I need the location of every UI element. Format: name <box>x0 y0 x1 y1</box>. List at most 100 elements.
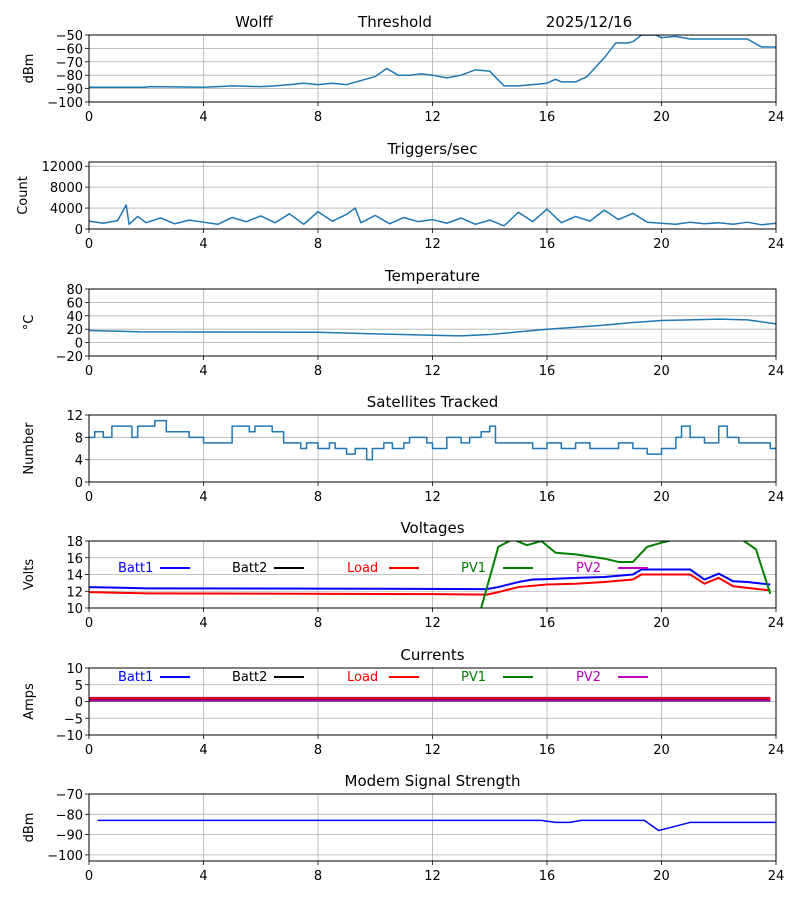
series-line-temperature <box>89 318 776 337</box>
legend-label-pv1: PV1 <box>461 561 486 576</box>
axes-frame <box>88 288 777 357</box>
y-tick-label: −20 <box>56 350 83 365</box>
x-tick-label: 0 <box>85 490 93 505</box>
x-tick-label: 8 <box>314 364 322 379</box>
x-tick-label: 4 <box>199 616 207 631</box>
legend-label-batt1: Batt1 <box>118 670 153 685</box>
y-tick-label: −80 <box>56 69 83 84</box>
x-tick-label: 24 <box>768 869 785 884</box>
panel-6: 0 4 8 12 16 20 24 −100 −90 −80 −70 Modem Signal Str… <box>22 772 784 884</box>
y-tick-label: 80 <box>66 283 83 298</box>
legend-label-pv2: PV2 <box>576 670 601 685</box>
x-tick-label: 0 <box>85 743 93 758</box>
x-tick-label: 16 <box>539 490 556 505</box>
x-tick-label: 4 <box>199 743 207 758</box>
x-tick-label: 4 <box>199 490 207 505</box>
y-tick-label: −90 <box>56 83 83 98</box>
x-tick-label: 12 <box>424 869 441 884</box>
series-line-batt1 <box>89 568 771 591</box>
x-tick-label: 16 <box>539 110 556 125</box>
y-axis-label: Number <box>22 422 37 475</box>
x-tick-label: 8 <box>314 869 322 884</box>
panel-0: 0 4 8 12 16 20 24 −100−90−80−70−60−50 dBm <box>22 29 784 125</box>
legend-label-batt2: Batt2 <box>232 561 267 576</box>
x-tick-label: 20 <box>653 364 670 379</box>
y-tick-label: 16 <box>66 552 83 567</box>
x-tick-label: 0 <box>85 869 93 884</box>
y-axis-label: dBm <box>22 813 37 843</box>
legend-label-pv1: PV1 <box>461 670 486 685</box>
x-tick-label: 12 <box>424 743 441 758</box>
y-tick-label: 10 <box>66 662 83 677</box>
y-tick-label: 12 <box>66 409 83 424</box>
y-tick-label: 0 <box>75 223 83 238</box>
x-tick-label: 16 <box>539 616 556 631</box>
legend-label-pv2: PV2 <box>576 561 601 576</box>
legend-label-load: Load <box>347 670 378 685</box>
y-axis-label: °C <box>22 315 37 331</box>
axes-frame <box>88 793 777 862</box>
y-tick-label: 40 <box>66 310 83 325</box>
y-tick-label: 60 <box>66 296 83 311</box>
x-tick-label: 8 <box>314 616 322 631</box>
x-tick-label: 20 <box>653 869 670 884</box>
y-tick-label: −50 <box>56 29 83 44</box>
header-metric: Threshold <box>357 13 432 31</box>
y-tick-label: 8000 <box>50 181 83 196</box>
x-tick-label: 20 <box>653 616 670 631</box>
x-tick-label: 0 <box>85 110 93 125</box>
legend-label-batt1: Batt1 <box>118 561 153 576</box>
panel-title: Voltages <box>400 519 464 537</box>
axes-frame <box>88 667 777 736</box>
y-tick-label: −5 <box>64 712 83 727</box>
series-line-pv1 <box>480 541 772 608</box>
panel-title: Currents <box>400 646 464 664</box>
header-date: 2025/12/16 <box>546 13 632 31</box>
axes-frame <box>88 414 777 483</box>
y-axis-label: Count <box>16 176 31 215</box>
x-tick-label: 24 <box>768 110 785 125</box>
series-line-load <box>89 573 771 596</box>
axes-frame <box>88 540 777 609</box>
y-tick-label: 4 <box>75 454 83 469</box>
x-tick-label: 20 <box>653 237 670 252</box>
y-tick-label: 0 <box>75 476 83 491</box>
panel-title: Modem Signal Strength <box>345 772 521 790</box>
x-tick-label: 0 <box>85 364 93 379</box>
y-tick-label: −70 <box>56 56 83 71</box>
y-axis-label: Amps <box>22 683 37 720</box>
y-tick-label: 8 <box>75 431 83 446</box>
x-tick-label: 16 <box>539 364 556 379</box>
y-tick-label: −70 <box>56 788 83 803</box>
axes-frame <box>88 161 777 230</box>
x-tick-label: 4 <box>199 869 207 884</box>
y-tick-label: −100 <box>47 96 83 111</box>
x-tick-label: 12 <box>424 237 441 252</box>
y-tick-label: 0 <box>75 337 83 352</box>
x-tick-label: 24 <box>768 490 785 505</box>
series-line-modem <box>97 819 776 832</box>
x-tick-label: 16 <box>539 237 556 252</box>
y-axis-label: dBm <box>22 54 37 84</box>
x-tick-label: 12 <box>424 364 441 379</box>
panel-1: 0 4 8 12 16 20 24 0 4000 8000 12000 Triggers/sec Cou… <box>16 140 784 252</box>
y-tick-label: 12 <box>66 585 83 600</box>
x-tick-label: 0 <box>85 237 93 252</box>
x-tick-label: 8 <box>314 743 322 758</box>
x-tick-label: 16 <box>539 869 556 884</box>
x-tick-label: 8 <box>314 110 322 125</box>
y-tick-label: 12000 <box>42 160 83 175</box>
y-axis-label: Volts <box>22 559 37 591</box>
y-tick-label: −60 <box>56 42 83 57</box>
x-tick-label: 20 <box>653 743 670 758</box>
x-tick-label: 12 <box>424 490 441 505</box>
x-tick-label: 8 <box>314 237 322 252</box>
y-tick-label: −10 <box>56 729 83 744</box>
x-tick-label: 4 <box>199 110 207 125</box>
x-tick-label: 24 <box>768 237 785 252</box>
panel-title: Satellites Tracked <box>367 393 498 411</box>
x-tick-label: 24 <box>768 743 785 758</box>
header-station: Wolff <box>235 13 273 31</box>
